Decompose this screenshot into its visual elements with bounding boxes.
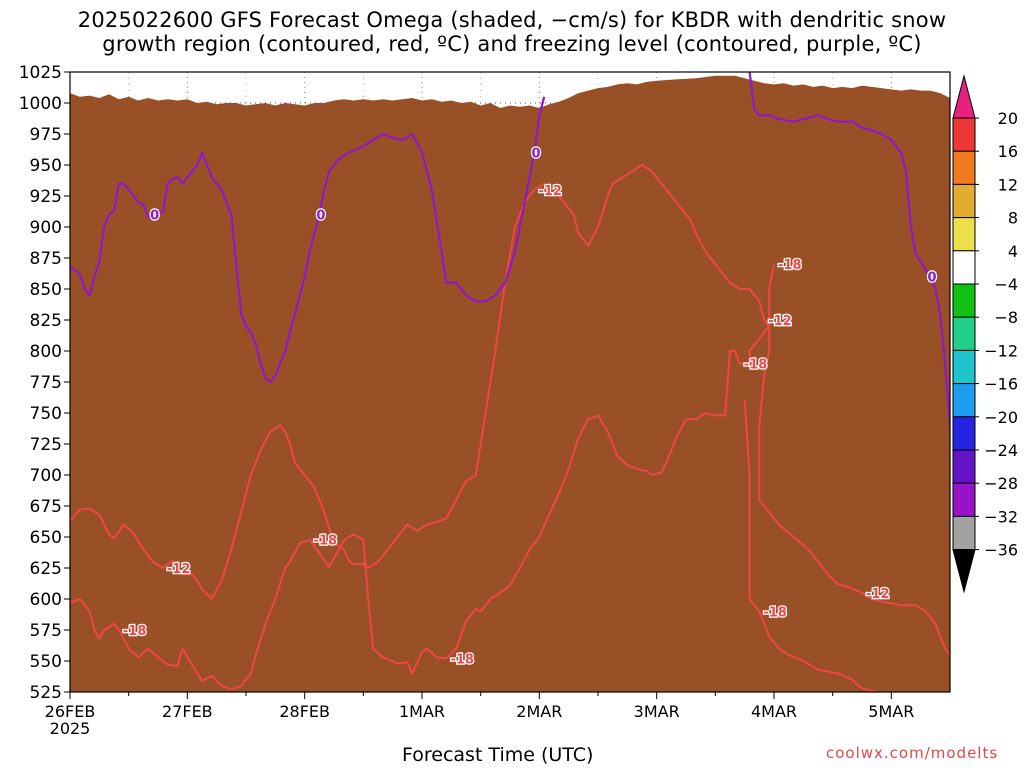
isotherm-line-3 [758,319,950,656]
isotherm-label-0-3: -18 [744,357,768,372]
colorbar-box-12 [952,515,976,551]
colorbar-label-3: 8 [1008,209,1018,228]
y-tick-label-850: 850 [30,280,62,300]
freezing-level [70,72,950,426]
credit-link[interactable]: coolwx.com/modelts [826,744,999,762]
y-tick-label-1000: 1000 [19,94,62,114]
x-tick-label-6: 4MAR [751,702,797,721]
y-tick-label-700: 700 [30,466,62,486]
freezing-label-0-2: 0 [531,147,540,162]
isotherm-label-0-0: -18 [123,624,147,639]
isotherm-label-3-0: -12 [866,587,890,602]
x-tick-label-1: 27FEB [162,702,213,721]
isotherm-label-0-4: -18 [778,258,802,273]
colorbar-box-8 [952,383,976,418]
y-tick-label-900: 900 [30,218,62,238]
y-tick-label-675: 675 [30,497,62,517]
chart-title-line-2: growth region (contoured, red, ºC) and f… [102,32,922,56]
y-tick-label-550: 550 [30,652,62,672]
plot-area [70,72,950,692]
isotherm-label-0-2: -18 [450,653,474,668]
y-tick-label-825: 825 [30,311,62,331]
freezing-label-0-1: 0 [316,209,325,224]
y-tick-label-800: 800 [30,342,62,362]
colorbar-box-2 [952,183,976,219]
colorbar-box-10 [952,449,976,484]
colorbar-label-7: −12 [984,341,1018,360]
colorbar-label-1: 16 [998,142,1018,161]
colorbar-label-10: −24 [984,441,1018,460]
isotherm-label-1-0: -18 [763,605,787,620]
y-tick-label-575: 575 [30,621,62,641]
colorbar-label-5: −4 [994,275,1018,294]
colorbar: 20 16 12 8 4 −4 −8 −12 −16 −20 −24 −28 −32 −36 [952,74,1018,594]
colorbar-label-12: −32 [984,507,1018,526]
colorbar-box-3 [952,217,976,252]
isotherm-line-2 [70,164,766,600]
y-tick-label-625: 625 [30,559,62,579]
y-tick-label-1025: 1025 [19,63,62,83]
colorbar-box-6 [952,316,976,351]
y-tick-label-600: 600 [30,590,62,610]
freezing-label-1-0: 0 [927,271,936,286]
isotherms-red [70,164,950,692]
y-tick-label-650: 650 [30,528,62,548]
y-tick-label-525: 525 [30,683,62,703]
colorbar-label-6: −8 [994,308,1018,327]
x-tick-label-3: 1MAR [399,702,445,721]
colorbar-box-0 [952,117,976,152]
x-tick-label-0: 26FEB [45,702,96,721]
isotherm-label-2-3: -12 [768,314,792,329]
colorbar-box-7 [952,349,976,385]
isotherm-line-1 [743,400,877,692]
chart-title-line-1: 2025022600 GFS Forecast Omega (shaded, −… [77,8,947,32]
colorbar-box-1 [952,150,976,185]
terrain-fill [70,75,950,692]
x-tick-label-2: 28FEB [279,702,330,721]
isotherm-label-0-1: -18 [314,533,338,548]
colorbar-top-arrow [952,74,976,119]
y-tick-label-775: 775 [30,373,62,393]
x-tick-label-5: 3MAR [634,702,680,721]
freezing-label-0-0: 0 [150,209,159,224]
y-tick-label-750: 750 [30,404,62,424]
y-tick-label-875: 875 [30,249,62,269]
x-tick-sublabel-0: 2025 [50,719,91,738]
colorbar-box-11 [952,482,976,517]
y-tick-label-975: 975 [30,125,62,145]
x-tick-label-4: 2MAR [516,702,562,721]
y-tick-label-950: 950 [30,156,62,176]
isotherm-line-0 [70,264,775,691]
x-axis-title: Forecast Time (UTC) [402,744,594,766]
colorbar-label-4: 4 [1008,242,1018,261]
x-tick-label-7: 5MAR [868,702,914,721]
isotherm-label-2-2: -12 [768,314,792,329]
colorbar-label-2: 12 [998,175,1018,194]
y-tick-label-925: 925 [30,187,62,207]
colorbar-box-5 [952,283,976,318]
freezing-line-0 [70,96,546,384]
isotherm-label-2-1: -12 [538,184,562,199]
freezing-line-1 [748,72,950,426]
colorbar-label-13: −36 [984,541,1018,560]
colorbar-label-11: −28 [984,474,1018,493]
isotherm-label-2-0: -12 [167,562,191,577]
colorbar-box-4 [952,250,976,285]
colorbar-label-8: −16 [984,375,1018,394]
colorbar-box-9 [952,416,976,451]
y-tick-label-725: 725 [30,435,62,455]
y-axis: 525 550 575 600 625 650 675 700 725 750 775 800 825 8… [19,63,70,703]
colorbar-label-0: 20 [998,109,1018,128]
colorbar-bottom-arrow [952,549,976,594]
colorbar-label-9: −20 [984,408,1018,427]
